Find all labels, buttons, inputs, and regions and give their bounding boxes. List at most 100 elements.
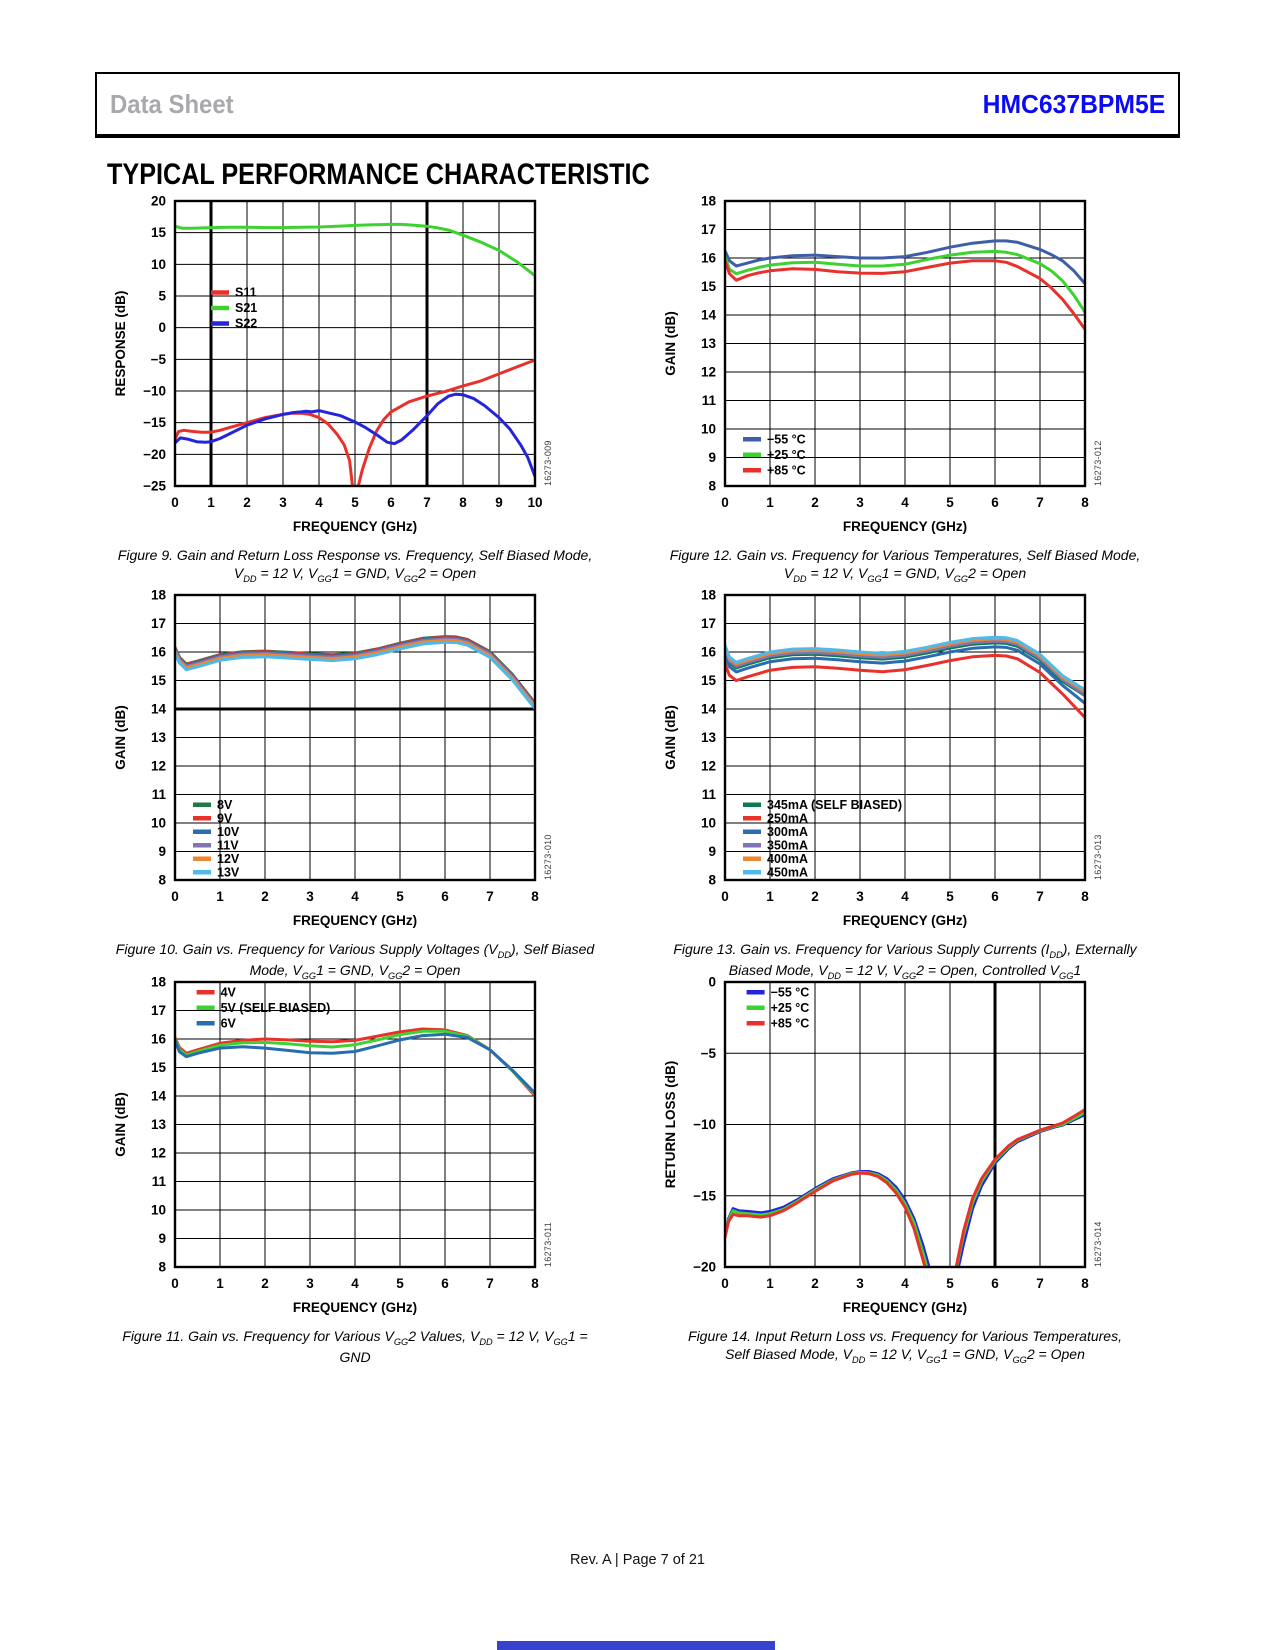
svg-text:RESPONSE (dB): RESPONSE (dB) bbox=[113, 291, 128, 397]
svg-text:2: 2 bbox=[811, 495, 819, 510]
watermark-code: 16273-010 bbox=[543, 834, 553, 880]
svg-text:7: 7 bbox=[1036, 889, 1044, 904]
svg-text:1: 1 bbox=[766, 889, 774, 904]
series-lines bbox=[725, 1108, 1085, 1267]
svg-text:17: 17 bbox=[151, 616, 166, 631]
svg-text:8: 8 bbox=[459, 495, 467, 510]
svg-text:−15: −15 bbox=[693, 1188, 716, 1203]
svg-text:GAIN (dB): GAIN (dB) bbox=[663, 705, 678, 770]
svg-text:345mA (SELF BIASED): 345mA (SELF BIASED) bbox=[767, 798, 902, 812]
svg-text:4: 4 bbox=[901, 889, 909, 904]
svg-text:16: 16 bbox=[701, 645, 717, 660]
svg-text:6: 6 bbox=[441, 1276, 449, 1291]
svg-text:8: 8 bbox=[531, 889, 539, 904]
series-lines bbox=[175, 1027, 535, 1098]
svg-text:1: 1 bbox=[207, 495, 215, 510]
legend: 4V 5V (SELF BIASED)6V bbox=[196, 985, 330, 1030]
figure-13-plot: 0 1 2 3 4 5 6 7 8 8 9 10 11 12 13 14 15 16 17 18 FREQUENCY (… bbox=[655, 587, 1155, 939]
figure-11-caption: Figure 11. Gain vs. Frequency for Variou… bbox=[122, 1328, 588, 1365]
axis-labels: 0 1 2 3 4 5 6 7 8 9 10 −25 −20 −15 −10 −5 0 5 10 15 20 FREQUE… bbox=[113, 194, 543, 535]
svg-text:−5: −5 bbox=[701, 1046, 717, 1061]
svg-text:+25 °C: +25 °C bbox=[771, 1001, 810, 1015]
svg-text:4V: 4V bbox=[221, 985, 237, 999]
figure-10: 0 1 2 3 4 5 6 7 8 8 9 10 11 12 13 14 15 16 17 18 FREQUENCY (… bbox=[105, 587, 605, 982]
svg-text:6: 6 bbox=[991, 495, 999, 510]
svg-text:300mA: 300mA bbox=[767, 825, 808, 839]
svg-text:16: 16 bbox=[151, 645, 167, 660]
legend: −55 °C +25 °C+85 °C bbox=[743, 432, 806, 477]
svg-text:2: 2 bbox=[261, 889, 269, 904]
svg-text:0: 0 bbox=[171, 495, 179, 510]
svg-text:GAIN (dB): GAIN (dB) bbox=[663, 311, 678, 376]
series-line--25-c bbox=[725, 249, 1085, 314]
figure-9-plot: 0 1 2 3 4 5 6 7 8 9 10 −25 −20 −15 −10 −5 0 5 10 15 20 FREQUE… bbox=[105, 193, 605, 545]
svg-text:GAIN (dB): GAIN (dB) bbox=[113, 1092, 128, 1157]
figure-9-caption: Figure 9. Gain and Return Loss Response … bbox=[117, 547, 593, 585]
bottom-page-bar bbox=[497, 1641, 775, 1650]
svg-text:−55 °C: −55 °C bbox=[771, 985, 810, 999]
svg-text:14: 14 bbox=[151, 702, 167, 717]
series-line-6v bbox=[175, 1032, 535, 1095]
svg-text:4: 4 bbox=[901, 495, 909, 510]
series-line-300ma bbox=[725, 645, 1085, 705]
svg-text:8: 8 bbox=[158, 873, 166, 888]
series-line-s21 bbox=[175, 222, 535, 278]
svg-text:9: 9 bbox=[158, 844, 166, 859]
svg-text:20: 20 bbox=[151, 194, 166, 209]
svg-text:10V: 10V bbox=[217, 825, 240, 839]
svg-text:+25 °C: +25 °C bbox=[767, 448, 806, 462]
svg-text:17: 17 bbox=[701, 616, 716, 631]
svg-text:FREQUENCY (GHz): FREQUENCY (GHz) bbox=[293, 1300, 417, 1315]
part-number-link[interactable]: HMC637BPM5E bbox=[982, 88, 1165, 119]
svg-text:10: 10 bbox=[151, 1203, 166, 1218]
series-line-450ma bbox=[725, 635, 1085, 692]
svg-text:8: 8 bbox=[708, 479, 716, 494]
svg-text:3: 3 bbox=[306, 1276, 314, 1291]
svg-text:9: 9 bbox=[495, 495, 503, 510]
svg-text:3: 3 bbox=[279, 495, 287, 510]
svg-text:10: 10 bbox=[151, 816, 166, 831]
svg-text:12: 12 bbox=[701, 365, 716, 380]
legend: 345mA (SELF BIASED)250mA300mA350mA400mA4… bbox=[743, 798, 902, 879]
svg-text:14: 14 bbox=[701, 308, 717, 323]
svg-text:6V: 6V bbox=[221, 1016, 237, 1030]
svg-text:3: 3 bbox=[856, 1276, 864, 1291]
svg-text:0: 0 bbox=[708, 975, 716, 990]
svg-text:7: 7 bbox=[423, 495, 431, 510]
svg-text:1: 1 bbox=[766, 495, 774, 510]
fig14-svg: 0 1 2 3 4 5 6 7 8 −20 −15 −10 −5 0 FREQUENCY (GHz) RETU… bbox=[663, 975, 1103, 1316]
svg-text:7: 7 bbox=[1036, 495, 1044, 510]
svg-text:+85 °C: +85 °C bbox=[767, 463, 806, 477]
watermark-code: 16273-014 bbox=[1093, 1221, 1103, 1267]
svg-text:FREQUENCY (GHz): FREQUENCY (GHz) bbox=[293, 913, 417, 928]
series-line-250ma bbox=[725, 653, 1085, 720]
series-lines bbox=[175, 635, 535, 711]
svg-text:9: 9 bbox=[708, 844, 716, 859]
svg-text:15: 15 bbox=[701, 673, 717, 688]
svg-text:9V: 9V bbox=[217, 811, 233, 825]
svg-text:8V: 8V bbox=[217, 798, 233, 812]
svg-text:11: 11 bbox=[152, 1174, 167, 1189]
svg-text:5: 5 bbox=[351, 495, 359, 510]
figure-12-caption: Figure 12. Gain vs. Frequency for Variou… bbox=[669, 547, 1141, 585]
plot-border bbox=[723, 593, 1087, 882]
svg-text:4: 4 bbox=[351, 889, 359, 904]
svg-text:2: 2 bbox=[261, 1276, 269, 1291]
figure-13: 0 1 2 3 4 5 6 7 8 8 9 10 11 12 13 14 15 16 17 18 FREQUENCY (… bbox=[655, 587, 1155, 982]
svg-text:0: 0 bbox=[721, 1276, 729, 1291]
figure-14-caption: Figure 14. Input Return Loss vs. Frequen… bbox=[688, 1328, 1122, 1366]
svg-text:3: 3 bbox=[306, 889, 314, 904]
svg-text:18: 18 bbox=[151, 975, 167, 990]
svg-text:450mA: 450mA bbox=[767, 865, 808, 879]
svg-text:GAIN (dB): GAIN (dB) bbox=[113, 705, 128, 770]
svg-text:−10: −10 bbox=[693, 1117, 716, 1132]
figure-12: 0 1 2 3 4 5 6 7 8 8 9 10 11 12 13 14 15 16 17 18 FREQUENCY (… bbox=[655, 193, 1155, 585]
series-line--85-c bbox=[725, 259, 1085, 331]
svg-text:18: 18 bbox=[701, 588, 717, 603]
